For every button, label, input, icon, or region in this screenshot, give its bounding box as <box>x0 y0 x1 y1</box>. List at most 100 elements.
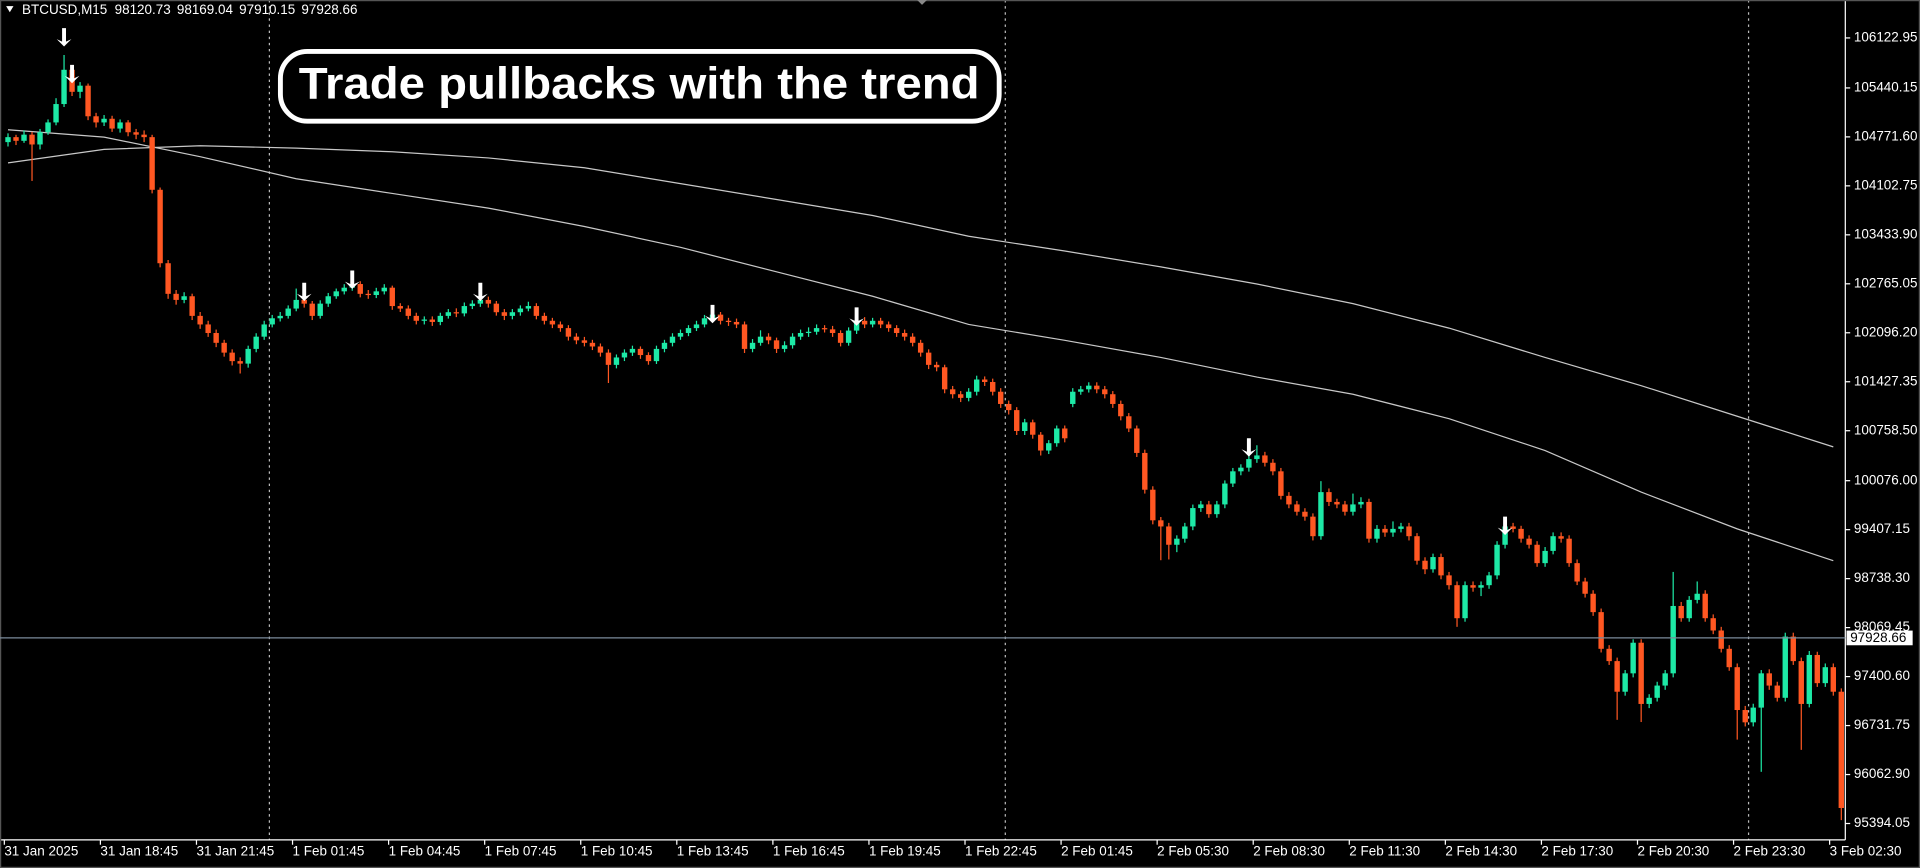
x-tick-label: 2 Feb 01:45 <box>1061 844 1133 859</box>
menu-icon[interactable] <box>6 6 14 13</box>
candle-body <box>85 85 91 117</box>
candle-body <box>733 321 740 325</box>
candle-body <box>245 348 251 364</box>
y-tick-label: 106122.95 <box>1854 29 1918 44</box>
x-tick-label: 2 Feb 23:30 <box>1734 844 1806 859</box>
candle-body <box>773 340 780 349</box>
candle-body <box>829 329 836 334</box>
x-tick-label: 2 Feb 11:30 <box>1349 844 1420 859</box>
candle-body <box>717 314 724 321</box>
candle-body <box>1302 511 1308 517</box>
annotation-text: Trade pullbacks with the trend <box>299 60 980 109</box>
candle-body <box>1014 410 1020 431</box>
candle-body <box>1398 526 1404 529</box>
x-tick-label: 31 Jan 21:45 <box>196 844 274 859</box>
candle-body <box>1614 661 1620 692</box>
candle-body <box>333 291 339 297</box>
candle-body <box>157 189 163 264</box>
y-tick-label: 104102.75 <box>1854 177 1918 192</box>
signal-arrow <box>1497 516 1513 536</box>
candle-body <box>437 315 444 322</box>
scroll-marker <box>917 0 927 5</box>
candle-body <box>893 328 900 334</box>
candle-body <box>973 379 980 392</box>
candle-body <box>45 122 51 133</box>
signal-arrow <box>344 270 360 289</box>
moving-average <box>7 145 1834 448</box>
candle-body <box>173 293 179 300</box>
candle-body <box>1246 459 1252 468</box>
candle-body <box>1046 443 1052 451</box>
candle-body <box>693 324 700 329</box>
candle-body <box>589 342 596 347</box>
candle-body <box>1214 504 1220 515</box>
x-tick-label: 2 Feb 20:30 <box>1637 844 1709 859</box>
candle-body <box>1534 544 1540 564</box>
candle-body <box>597 346 604 353</box>
candle-body <box>1542 550 1548 564</box>
candle-body <box>1430 557 1436 570</box>
candle-body <box>421 319 427 321</box>
candle-body <box>1206 504 1212 515</box>
x-tick-label: 2 Feb 08:30 <box>1253 844 1325 859</box>
candle-body <box>1774 685 1780 698</box>
candle-body <box>653 348 660 362</box>
y-tick-label: 96731.75 <box>1854 717 1910 732</box>
candle-body <box>509 312 516 316</box>
x-tick-label: 1 Feb 04:45 <box>389 844 461 859</box>
candle-body <box>261 324 267 337</box>
candle-body <box>1814 654 1820 684</box>
candle-body <box>117 122 123 129</box>
candle-body <box>1422 560 1428 570</box>
candle-body <box>1118 403 1124 417</box>
candle-body <box>461 306 468 314</box>
candle-body <box>1254 455 1260 460</box>
candle-body <box>1718 630 1724 649</box>
plot-area <box>5 54 1844 821</box>
candle-body <box>1830 667 1836 692</box>
candle-body <box>1030 422 1036 435</box>
x-tick-label: 31 Jan 2025 <box>4 844 78 859</box>
candle-body <box>1222 483 1228 505</box>
candle-body <box>621 352 628 358</box>
candle-body <box>493 303 500 313</box>
candle-body <box>269 318 275 325</box>
candle-body <box>1038 434 1044 451</box>
candle-body <box>237 361 243 364</box>
candle-body <box>1190 508 1196 527</box>
candle-body <box>1126 416 1132 429</box>
candle-body <box>525 306 532 309</box>
candle-body <box>573 336 580 341</box>
candle-body <box>125 122 131 133</box>
y-tick-label: 98069.45 <box>1854 619 1910 634</box>
candle-body <box>109 118 115 129</box>
candle-body <box>1070 391 1076 404</box>
candle-body <box>661 342 668 349</box>
candle-body <box>1390 528 1396 533</box>
candle-body <box>1526 538 1532 545</box>
candle-body <box>1270 462 1276 472</box>
candle-body <box>789 336 796 346</box>
candle-body <box>309 303 315 316</box>
candle-body <box>1062 428 1068 439</box>
candle-body <box>341 287 347 292</box>
candle-body <box>1414 536 1420 561</box>
candle-body <box>845 330 852 343</box>
candle-body <box>925 352 932 365</box>
candle-body <box>1646 697 1652 704</box>
candle-body <box>581 340 588 343</box>
candle-body <box>1406 526 1412 537</box>
candle-body <box>357 284 363 294</box>
candle-body <box>1582 581 1588 594</box>
candle-body <box>1294 504 1300 512</box>
y-tick-label: 99407.15 <box>1854 521 1910 536</box>
candle-body <box>373 291 379 296</box>
candle-body <box>1806 654 1812 704</box>
y-tick-label: 102096.20 <box>1854 324 1918 339</box>
moving-average <box>7 129 1834 562</box>
candle-body <box>901 333 908 337</box>
candle-body <box>749 342 756 349</box>
candle-body <box>181 296 187 300</box>
header-close: 97928.66 <box>301 1 357 16</box>
